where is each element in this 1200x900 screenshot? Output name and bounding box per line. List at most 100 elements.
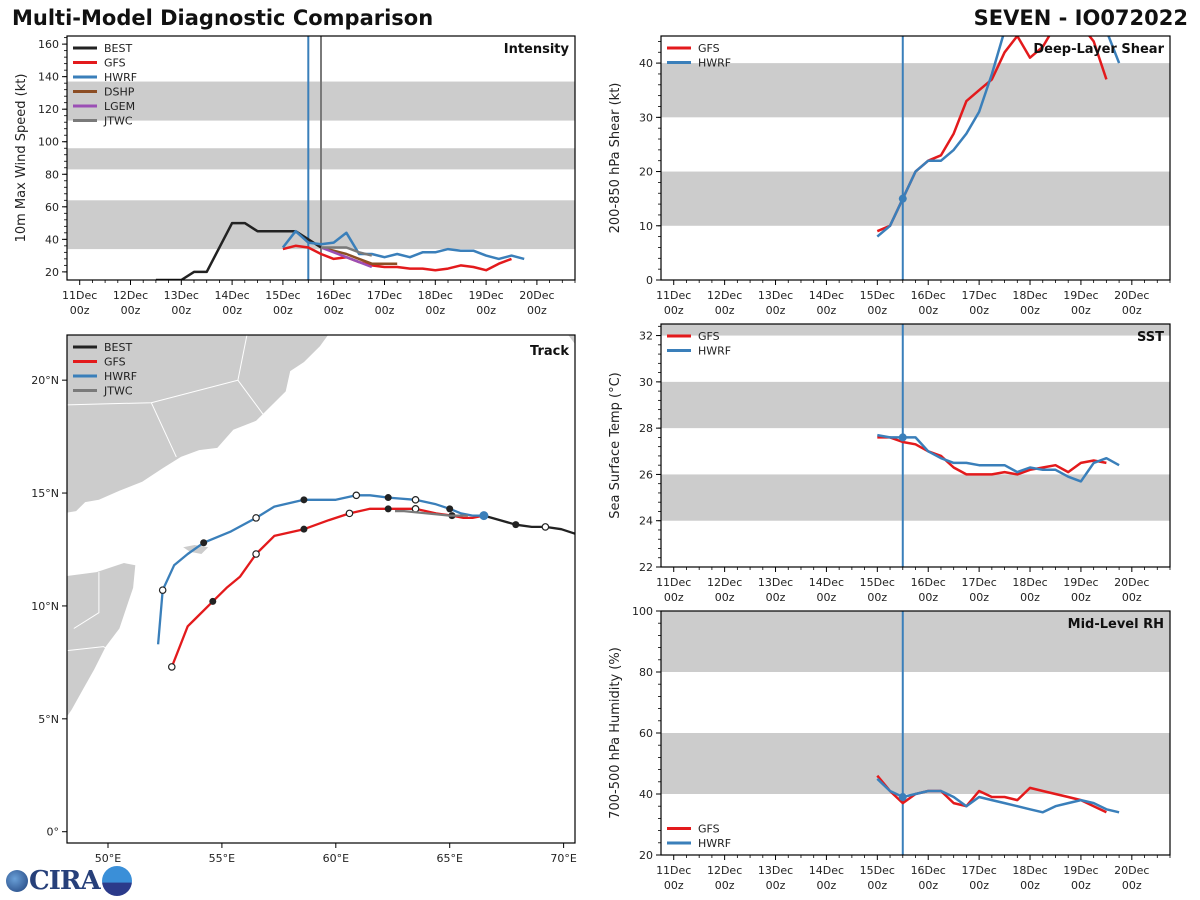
rh-plot-area — [661, 611, 1170, 855]
x-tick-label-day: 18Dec — [1012, 289, 1047, 302]
legend-label-gfs: GFS — [104, 356, 126, 369]
y-tick-label: 160 — [38, 38, 59, 51]
legend-label-gfs: GFS — [698, 330, 720, 343]
x-tick-label-day: 11Dec — [656, 576, 691, 589]
track-marker-00z — [200, 539, 208, 547]
x-tick-label-hour: 00z — [867, 591, 887, 604]
x-tick-label-day: 17Dec — [961, 576, 996, 589]
x-tick-label-day: 12Dec — [707, 864, 742, 877]
y-tick-label: 10 — [639, 220, 653, 233]
panel-title: Mid-Level RH — [1068, 617, 1164, 632]
x-tick-label-hour: 00z — [969, 591, 989, 604]
y-tick-label: 140 — [38, 71, 59, 84]
current-position-marker — [479, 511, 489, 521]
x-tick-label-hour: 00z — [1122, 591, 1142, 604]
x-tick-label-hour: 00z — [222, 304, 242, 317]
y-axis-label: 10m Max Wind Speed (kt) — [14, 74, 29, 243]
x-tick-label-day: 15Dec — [860, 289, 895, 302]
x-tick-label-hour: 00z — [527, 304, 547, 317]
y-tick-label: 100 — [632, 605, 653, 618]
x-tick-label-hour: 00z — [664, 304, 684, 317]
x-tick-label-hour: 00z — [171, 304, 191, 317]
lat-tick-label: 5°N — [38, 713, 59, 726]
threshold-band — [661, 474, 1170, 521]
track-marker-12z — [167, 663, 176, 671]
track-marker-12z — [345, 509, 354, 518]
current-value-marker — [898, 793, 907, 802]
rh-panel: 20 40 60 80 100 11Dec 00z 12Dec 00z 13Dec 00z 14Dec… — [608, 605, 1171, 892]
legend-label-dshp: DSHP — [104, 86, 135, 99]
y-tick-label: 100 — [38, 136, 59, 149]
x-tick-label-day: 16Dec — [911, 576, 946, 589]
legend-label-jtwc: JTWC — [103, 115, 133, 128]
x-tick-label-hour: 00z — [664, 879, 684, 892]
series-line-hwrf — [876, 777, 1120, 814]
country-border — [67, 646, 120, 657]
x-tick-label-hour: 00z — [918, 591, 938, 604]
y-tick-label: 24 — [639, 515, 653, 528]
threshold-band — [661, 63, 1170, 118]
x-tick-label-day: 19Dec — [1063, 864, 1098, 877]
x-tick-label-hour: 00z — [918, 879, 938, 892]
legend-label-best: BEST — [104, 341, 132, 354]
x-tick-label-hour: 00z — [766, 879, 786, 892]
x-tick-label-day: 19Dec — [468, 289, 503, 302]
legend-label-gfs: GFS — [104, 57, 126, 70]
x-tick-label-day: 12Dec — [707, 289, 742, 302]
track-marker-12z — [158, 586, 167, 594]
series-line-gfs — [282, 244, 512, 272]
country-border — [73, 572, 100, 629]
threshold-band — [661, 381, 1170, 429]
intensity-panel: 20 40 60 80 100 120 140 160 11Dec 00z 12Dec 00z 13De… — [14, 35, 576, 317]
figure-title: Multi-Model Diagnostic Comparison — [12, 6, 434, 30]
x-tick-label-hour: 00z — [867, 304, 887, 317]
y-tick-label: 30 — [639, 111, 653, 124]
land-mass — [67, 335, 329, 513]
x-tick-label-day: 17Dec — [367, 289, 402, 302]
y-tick-label: 32 — [639, 330, 653, 343]
x-tick-label-day: 18Dec — [1012, 864, 1047, 877]
x-tick-label-day: 20Dec — [1114, 864, 1149, 877]
panel-title: Deep-Layer Shear — [1033, 42, 1164, 57]
x-tick-label-hour: 00z — [766, 304, 786, 317]
x-tick-label-hour: 00z — [715, 304, 735, 317]
legend-label-hwrf: HWRF — [698, 57, 731, 70]
y-axis-label: 200-850 hPa Shear (kt) — [608, 83, 623, 234]
track-marker-12z — [252, 550, 260, 558]
legend-label-best: BEST — [104, 42, 132, 55]
x-tick-label-day: 14Dec — [214, 289, 249, 302]
y-tick-label: 20 — [45, 266, 59, 279]
lat-tick-label: 20°N — [31, 374, 59, 387]
lat-tick-label: 15°N — [31, 487, 59, 500]
x-tick-label-hour: 00z — [817, 591, 837, 604]
x-tick-label-hour: 00z — [969, 304, 989, 317]
legend-label-lgem: LGEM — [104, 100, 135, 113]
panel-title: Track — [530, 344, 569, 359]
track-panel: 0° 5°N 10°N 15°N 20°N 50°E 55°E 60°E 65°E 70°E Tra… — [31, 334, 577, 865]
series-line-gfs — [877, 436, 1107, 476]
y-tick-label: 40 — [45, 233, 59, 246]
x-tick-label-hour: 00z — [664, 591, 684, 604]
track-marker-00z — [446, 505, 454, 513]
legend-label-hwrf: HWRF — [698, 345, 731, 358]
x-tick-label-day: 19Dec — [1063, 289, 1098, 302]
track-line-gfs — [170, 507, 485, 668]
x-tick-label-hour: 00z — [1020, 591, 1040, 604]
x-tick-label-day: 13Dec — [164, 289, 199, 302]
y-tick-label: 20 — [639, 166, 653, 179]
track-marker-12z — [541, 523, 550, 531]
x-tick-label-hour: 00z — [817, 879, 837, 892]
x-tick-label-hour: 00z — [1071, 879, 1091, 892]
y-tick-label: 80 — [45, 168, 59, 181]
y-tick-label: 120 — [38, 103, 59, 116]
panel-title: SST — [1137, 330, 1164, 345]
track-line-best — [483, 514, 575, 535]
x-tick-label-day: 16Dec — [911, 864, 946, 877]
track-marker-00z — [300, 496, 308, 504]
x-tick-label-hour: 00z — [1122, 304, 1142, 317]
track-marker-00z — [512, 521, 520, 529]
x-tick-label-day: 15Dec — [265, 289, 300, 302]
lon-tick-label: 65°E — [436, 852, 462, 865]
track-marker-12z — [352, 491, 361, 500]
y-tick-label: 30 — [639, 376, 653, 389]
